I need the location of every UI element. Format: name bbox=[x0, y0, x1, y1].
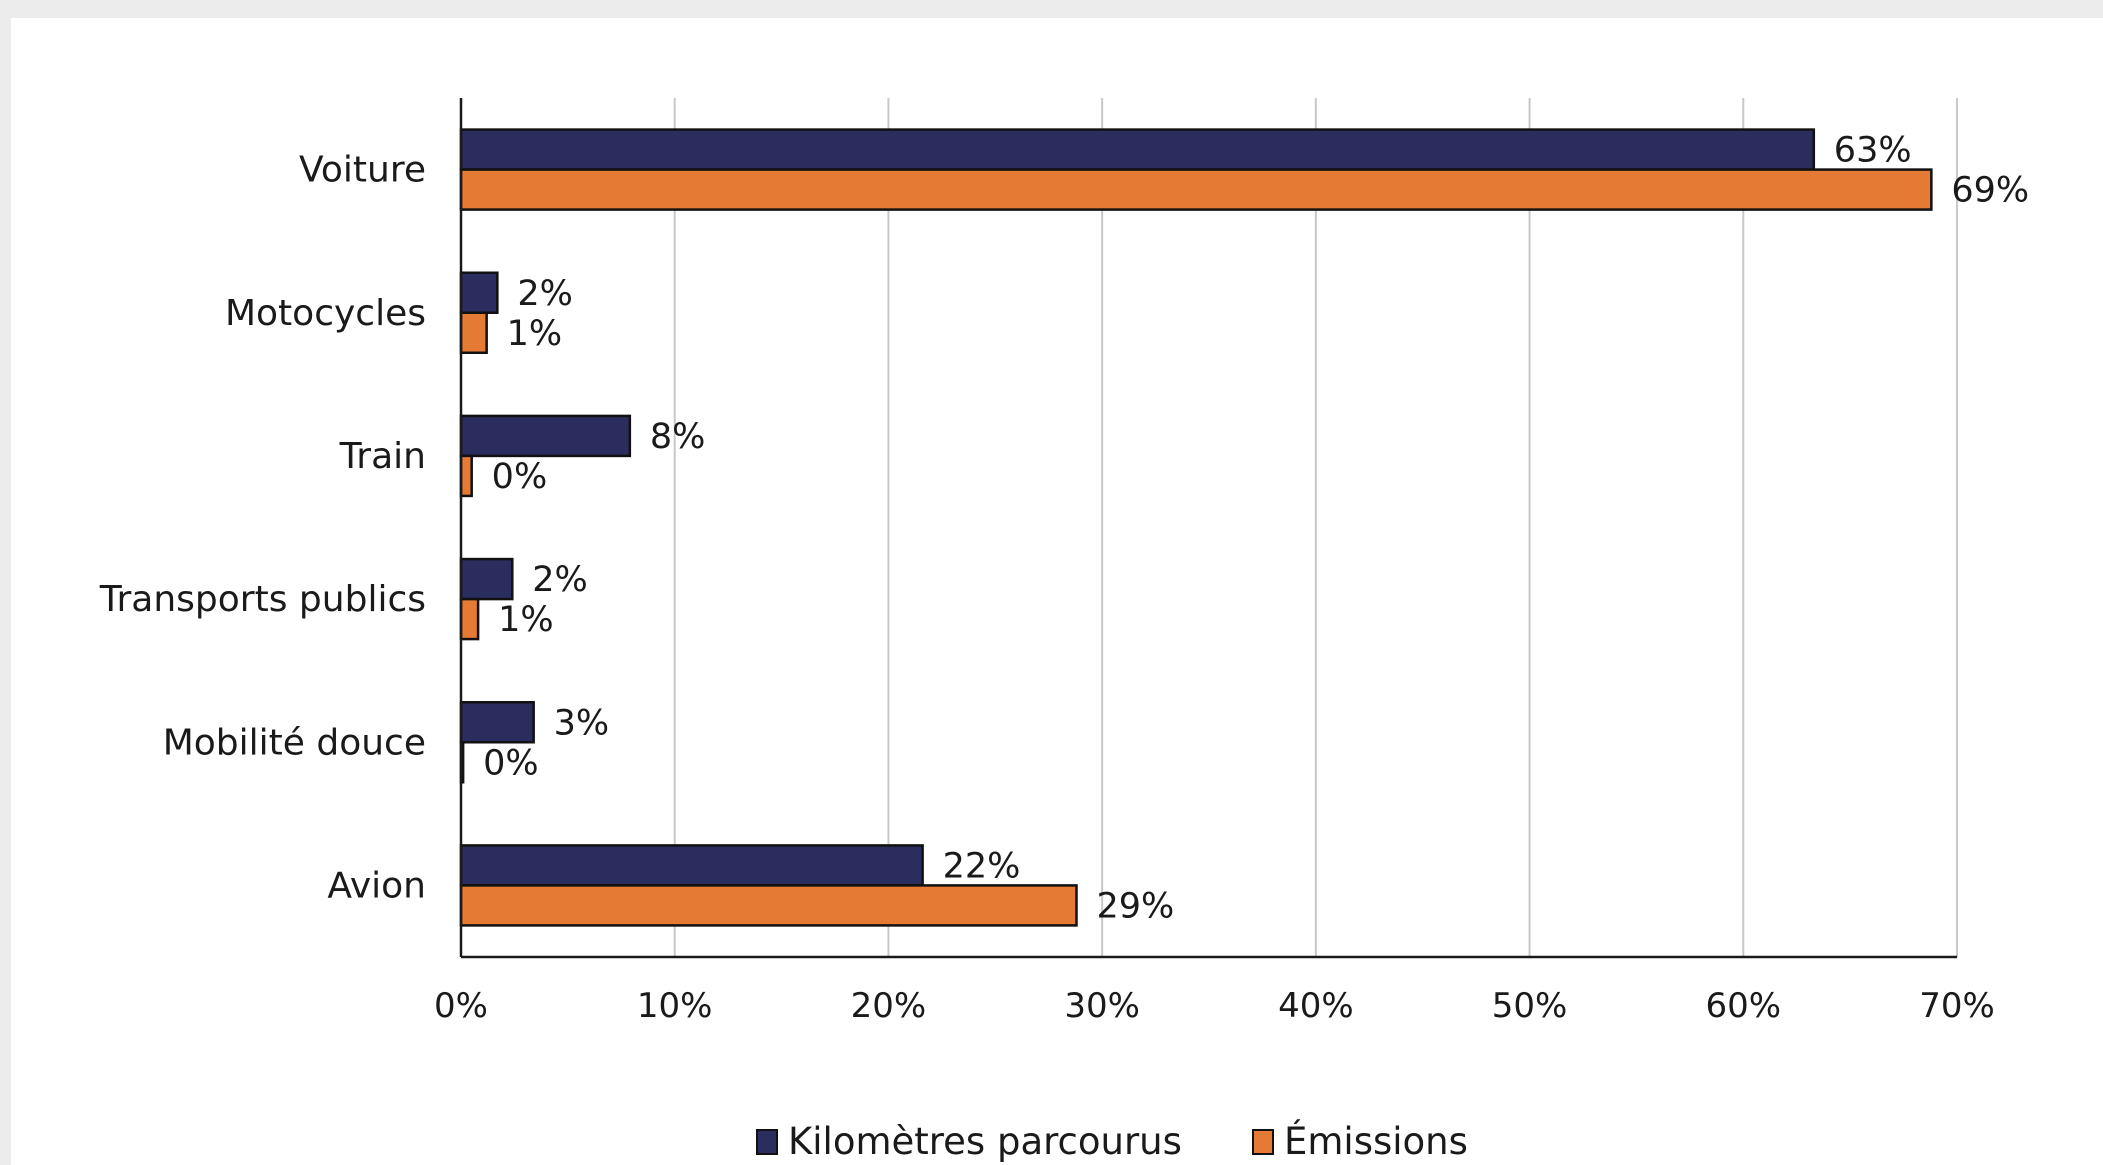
bar-emissions bbox=[459, 597, 480, 641]
data-label: 2% bbox=[532, 560, 588, 600]
category-label: Motocycles bbox=[225, 293, 426, 334]
x-tick-label: 0% bbox=[434, 986, 488, 1026]
data-label: 2% bbox=[517, 274, 573, 314]
x-tick-label: 50% bbox=[1492, 986, 1568, 1026]
labels: 0% 10% 20% 30% 40% 50% 60% 70% Voiture 63% 69% Moto… bbox=[99, 131, 2029, 1026]
category-label: Transports publics bbox=[99, 579, 426, 620]
bar-emissions bbox=[459, 168, 1933, 211]
x-tick-label: 30% bbox=[1064, 986, 1140, 1026]
bar-emissions bbox=[459, 884, 1078, 927]
bar-kilometres bbox=[459, 557, 514, 601]
gridlines bbox=[673, 98, 1958, 957]
data-label: 8% bbox=[650, 417, 706, 457]
legend-swatch bbox=[1252, 1129, 1274, 1155]
legend-swatch bbox=[756, 1129, 778, 1155]
x-tick-label: 70% bbox=[1919, 986, 1995, 1026]
x-tick-label: 10% bbox=[637, 986, 713, 1026]
legend-label: Émissions bbox=[1284, 1119, 1468, 1163]
data-label: 3% bbox=[554, 703, 610, 743]
bar-emissions bbox=[459, 311, 488, 354]
bar-emissions bbox=[459, 454, 473, 498]
bar-kilometres bbox=[459, 128, 1816, 171]
data-label: 63% bbox=[1834, 131, 1912, 171]
data-label: 22% bbox=[943, 846, 1021, 886]
category-label: Voiture bbox=[299, 150, 426, 191]
category-label: Avion bbox=[327, 865, 426, 906]
bars bbox=[459, 128, 1933, 927]
data-label: 0% bbox=[483, 743, 539, 783]
bar-kilometres bbox=[459, 701, 535, 744]
category-label: Mobilité douce bbox=[163, 722, 426, 763]
bar-kilometres bbox=[459, 414, 632, 458]
axes bbox=[459, 98, 1957, 959]
legend: Kilomètres parcourus Émissions bbox=[756, 1119, 1468, 1163]
legend-label: Kilomètres parcourus bbox=[788, 1120, 1182, 1163]
data-label: 29% bbox=[1096, 886, 1174, 926]
data-label: 69% bbox=[1951, 171, 2029, 211]
data-label: 0% bbox=[492, 457, 548, 497]
x-tick-label: 60% bbox=[1705, 986, 1781, 1026]
x-tick-label: 20% bbox=[851, 986, 927, 1026]
bar-kilometres bbox=[459, 271, 499, 314]
category-label: Train bbox=[339, 436, 426, 477]
bar-kilometres bbox=[459, 844, 924, 887]
data-label: 1% bbox=[507, 314, 563, 354]
x-tick-label: 40% bbox=[1278, 986, 1354, 1026]
data-label: 1% bbox=[498, 600, 554, 640]
